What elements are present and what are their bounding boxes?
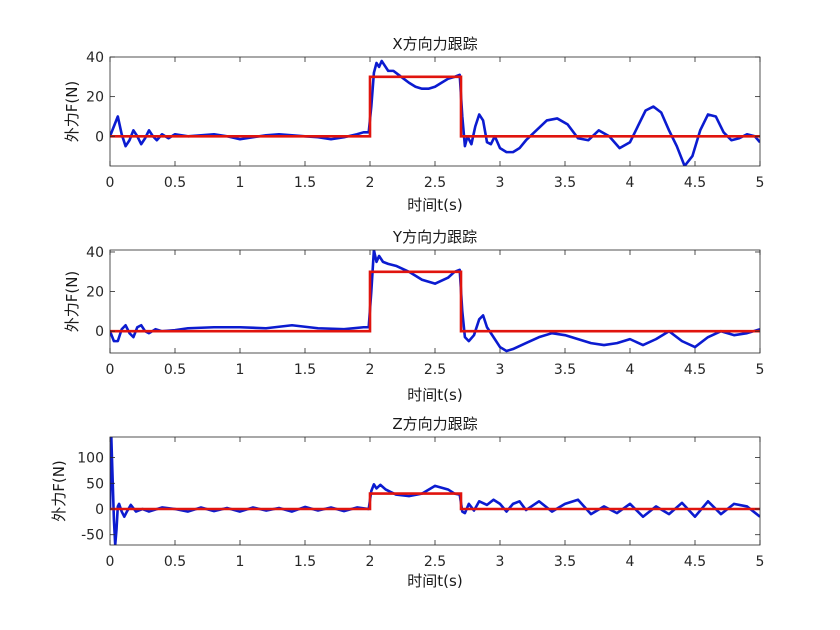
- subplot-3: 0 0.5 1 1.5 2 2.5 3 3.5 4 4.5 5-50050100Z方向力跟踪时间t(…: [50, 415, 764, 590]
- x-tick-label: 1: [236, 175, 245, 191]
- x-tick-label: 4: [626, 175, 635, 191]
- series-actual-force-line: [110, 59, 760, 166]
- x-tick-label: 5: [756, 175, 765, 191]
- y-tick-label: -50: [81, 528, 104, 544]
- series-actual-force-line: [110, 437, 760, 545]
- series-reference-force-line: [110, 492, 760, 511]
- x-axis-label: 时间t(s): [407, 196, 462, 214]
- subplot-title: X方向力跟踪: [392, 35, 477, 53]
- axes-frame: [109, 56, 761, 167]
- y-tick-label: 100: [77, 451, 104, 467]
- x-tick-label: 3: [496, 362, 505, 378]
- x-tick-label: 1: [236, 554, 245, 570]
- axes-frame: [109, 436, 761, 546]
- x-tick-label: 3: [496, 554, 505, 570]
- x-tick-label: 3.5: [554, 554, 576, 570]
- x-tick-label: 0.5: [164, 175, 186, 191]
- y-tick-label: 0: [95, 324, 104, 340]
- x-tick-label: 3.5: [554, 175, 576, 191]
- x-tick-label: 2: [366, 362, 375, 378]
- series-actual-force-line: [110, 250, 760, 353]
- plot-area: [110, 437, 760, 545]
- x-tick-label: 0: [106, 175, 115, 191]
- x-tick-label: 5: [756, 362, 765, 378]
- x-tick-label: 4.5: [684, 175, 706, 191]
- y-tick-label: 40: [86, 50, 104, 66]
- x-tick-label: 5: [756, 554, 765, 570]
- y-tick-label: 50: [86, 476, 104, 492]
- x-tick-label: 1.5: [294, 175, 316, 191]
- x-tick-label: 4.5: [684, 554, 706, 570]
- y-axis-label: 外力F(N): [50, 460, 68, 522]
- x-tick-label: 2.5: [424, 175, 446, 191]
- plot-area: [110, 59, 760, 166]
- x-tick-label: 3.5: [554, 362, 576, 378]
- x-tick-label: 2.5: [424, 554, 446, 570]
- x-tick-label: 0.5: [164, 362, 186, 378]
- y-tick-label: 40: [86, 245, 104, 261]
- x-tick-label: 1: [236, 362, 245, 378]
- x-tick-label: 0: [106, 554, 115, 570]
- x-axis-label: 时间t(s): [407, 386, 462, 404]
- x-tick-label: 3: [496, 175, 505, 191]
- x-tick-label: 2.5: [424, 362, 446, 378]
- y-axis-label: 外力F(N): [63, 271, 81, 333]
- plot-area: [110, 250, 760, 353]
- x-axis-label: 时间t(s): [407, 572, 462, 590]
- y-axis-label: 外力F(N): [63, 81, 81, 143]
- subplot-title: Y方向力跟踪: [392, 228, 477, 246]
- x-tick-label: 2: [366, 175, 375, 191]
- y-tick-label: 0: [95, 502, 104, 518]
- x-tick-label: 4: [626, 362, 635, 378]
- x-tick-label: 0.5: [164, 554, 186, 570]
- y-tick-label: 20: [86, 285, 104, 301]
- x-tick-label: 1.5: [294, 362, 316, 378]
- subplot-title: Z方向力跟踪: [392, 415, 477, 433]
- x-tick-label: 2: [366, 554, 375, 570]
- axes-frame: [109, 249, 761, 354]
- x-tick-label: 4: [626, 554, 635, 570]
- x-tick-label: 4.5: [684, 362, 706, 378]
- series-reference-force-line: [110, 270, 760, 333]
- x-tick-label: 0: [106, 362, 115, 378]
- y-tick-label: 0: [95, 129, 104, 145]
- series-reference-force-line: [110, 75, 760, 138]
- y-tick-label: 20: [86, 90, 104, 106]
- x-tick-label: 1.5: [294, 554, 316, 570]
